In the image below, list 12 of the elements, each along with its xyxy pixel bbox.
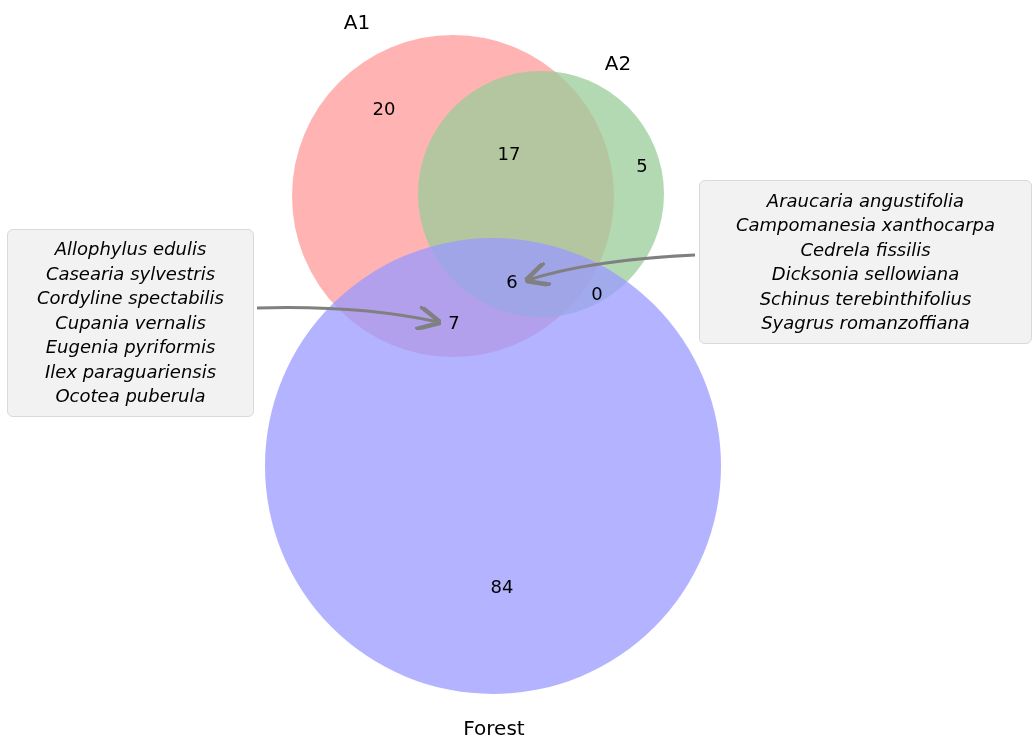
text: A2 — [604, 51, 632, 75]
data-label: 0 — [591, 282, 603, 304]
data-label: 7 — [448, 311, 460, 333]
text: Forest — [463, 716, 525, 740]
data-label: 17 — [497, 142, 521, 164]
text: A1 — [343, 10, 371, 34]
data-label: 20 — [372, 97, 396, 119]
data-label: 6 — [506, 270, 518, 292]
text: Araucaria angustifolia Campomanesia xanthocarpa Cedrela fissilis Dicksonia sellowiana Schinus terebinthifolius Syagrus romanzoffiana — [735, 188, 996, 335]
data-label: 84 — [490, 575, 514, 597]
text: Allophylus edulis Casearia sylvestris Cordyline spectabilis Cupania vernalis Eugenia pyriformis Ilex paraguariensis Ocotea puberula — [37, 237, 224, 409]
data-label: 5 — [636, 154, 648, 176]
